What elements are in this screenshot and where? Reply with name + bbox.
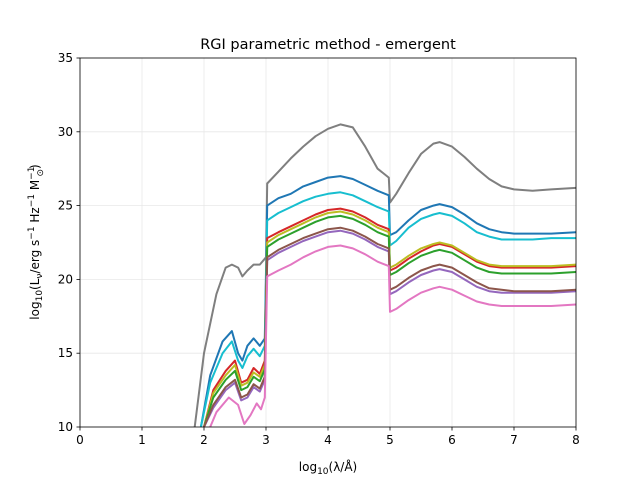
x-tick-label: 4 [324, 433, 332, 447]
y-tick-label: 25 [58, 199, 73, 213]
ticks: 0 1 2 3 4 5 6 7 8 10 15 20 25 30 35 [58, 51, 580, 447]
x-tick-label: 7 [510, 433, 518, 447]
series-line-9 [209, 244, 576, 427]
y-tick-label: 35 [58, 51, 73, 65]
series-line-6 [203, 214, 576, 427]
y-tick-label: 10 [58, 420, 73, 434]
x-tick-label: 5 [386, 433, 394, 447]
x-tick-label: 1 [138, 433, 146, 447]
series-line-3 [199, 191, 576, 427]
series-group [193, 123, 576, 427]
series-line-8 [203, 226, 576, 427]
chart-title: RGI parametric method - emergent [200, 37, 456, 53]
series-line-5 [203, 210, 576, 427]
y-tick-label: 20 [58, 272, 73, 286]
series-line-7 [203, 229, 576, 427]
y-tick-label: 15 [58, 346, 73, 360]
series-line-1 [193, 123, 576, 427]
x-tick-label: 8 [572, 433, 580, 447]
series-line-4 [203, 207, 576, 427]
x-tick-label: 0 [76, 433, 84, 447]
x-axis-label: log10(λ/Å) [299, 459, 357, 477]
y-tick-label: 30 [58, 125, 73, 139]
series-line-2 [199, 175, 576, 427]
x-tick-label: 6 [448, 433, 456, 447]
x-tick-label: 2 [200, 433, 208, 447]
x-tick-label: 3 [262, 433, 270, 447]
